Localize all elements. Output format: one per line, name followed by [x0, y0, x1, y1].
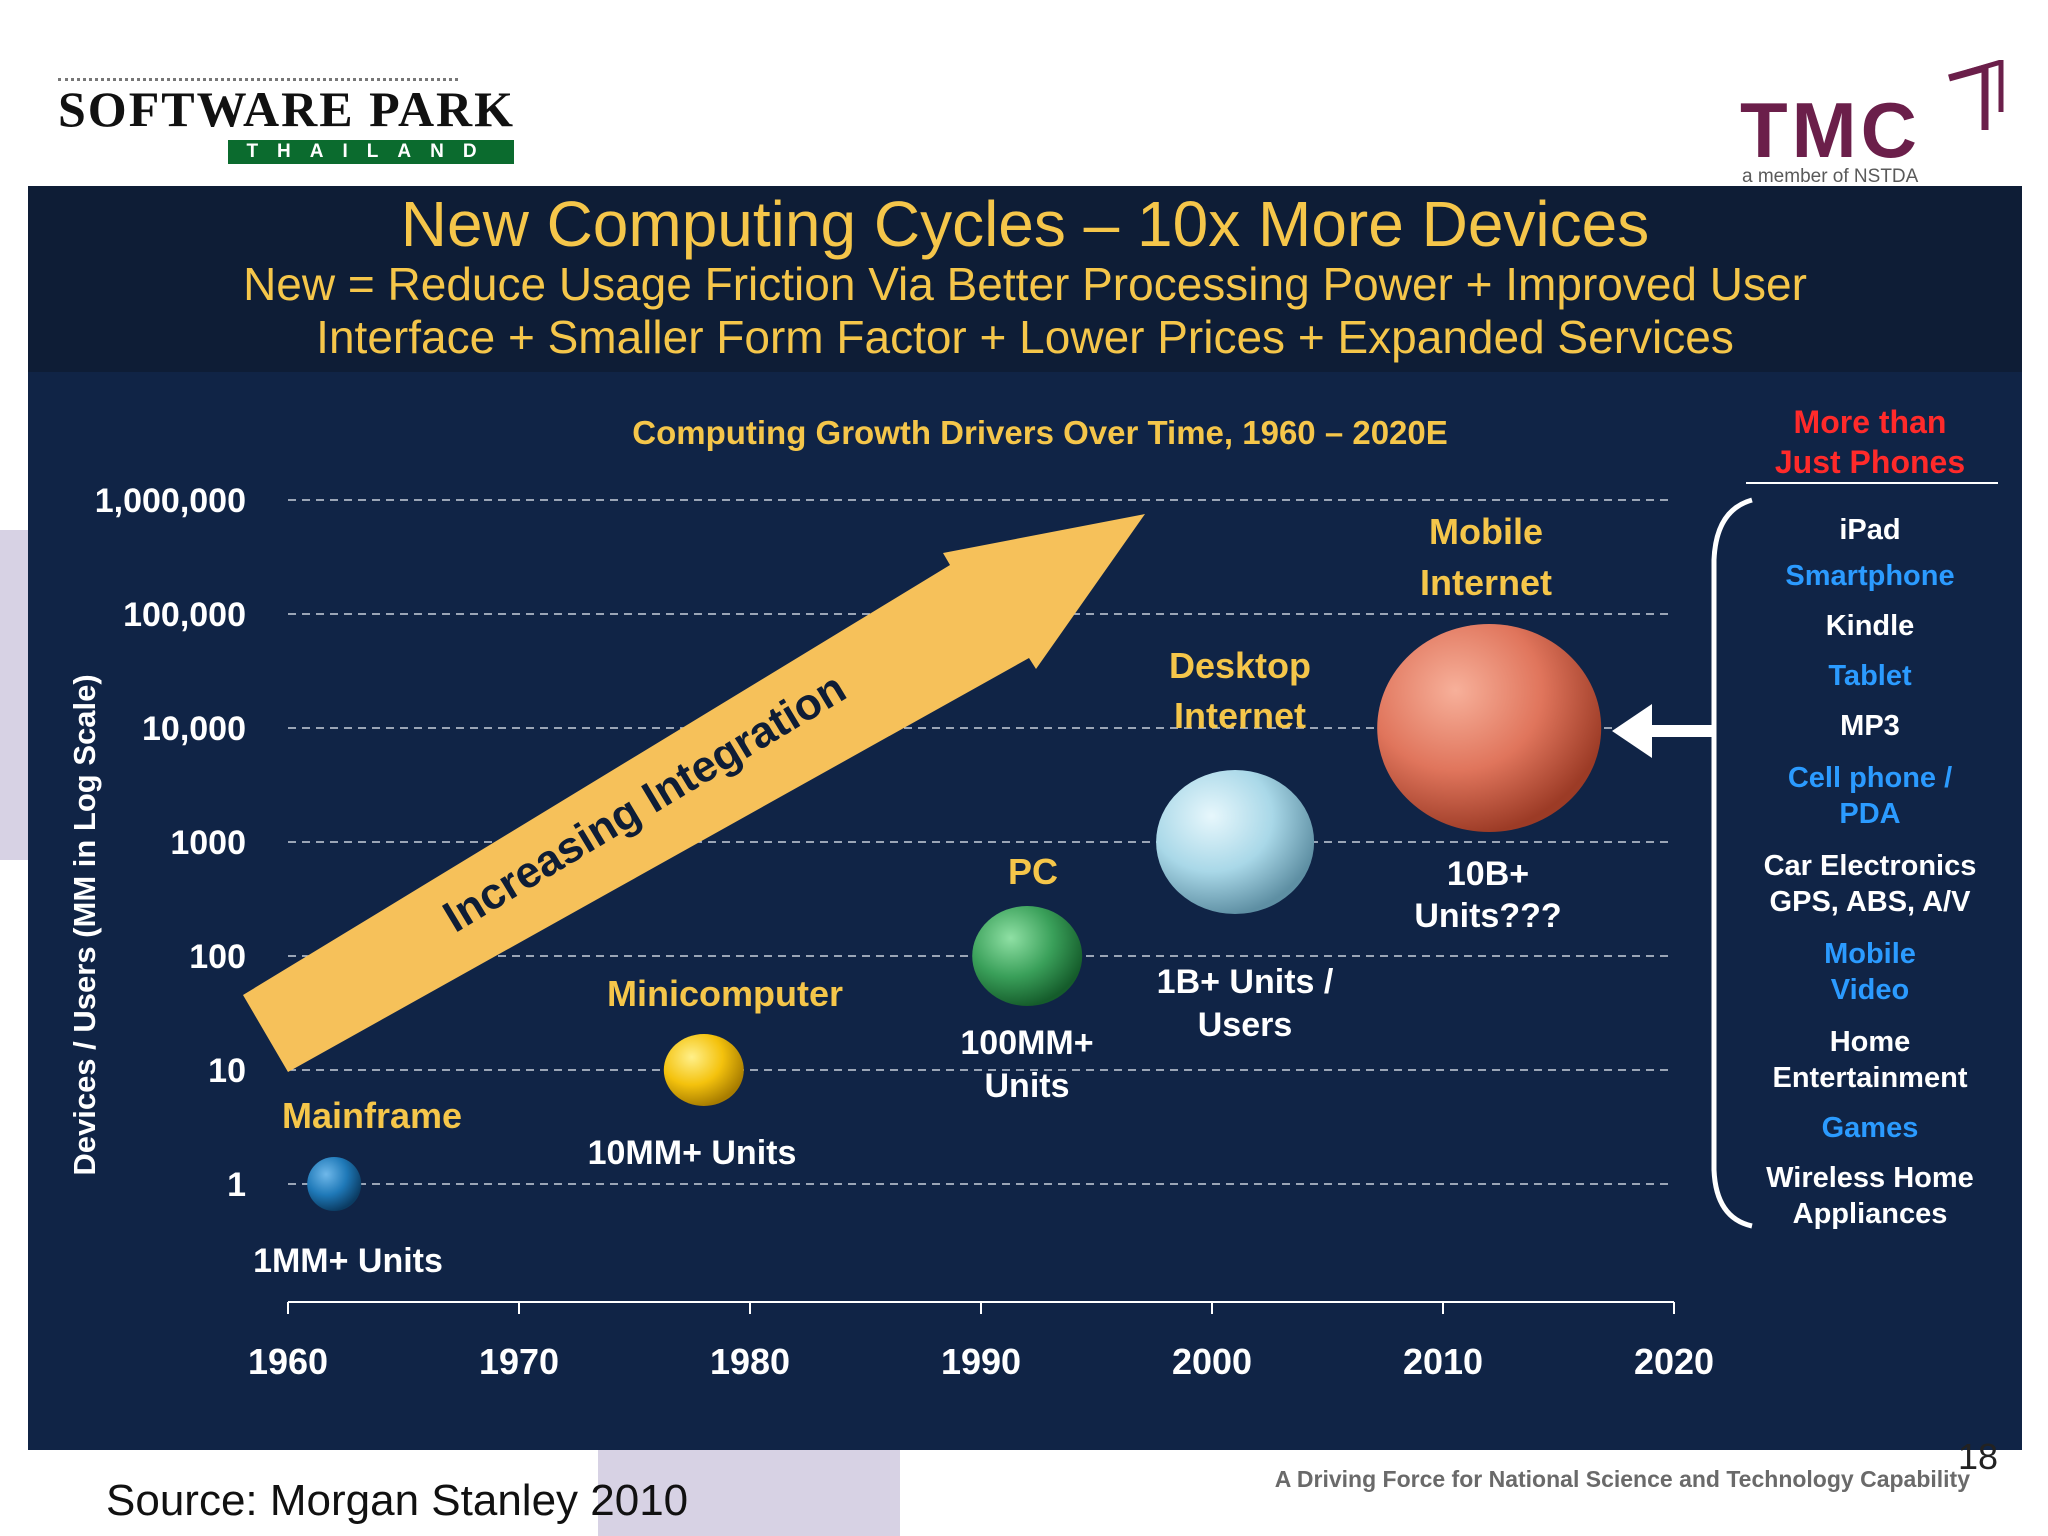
tmc-logo-mark-icon [1948, 60, 2004, 130]
sidebar-item: Cell phone / [1787, 762, 1953, 794]
x-tick-label: 1960 [248, 1341, 328, 1382]
sidebar-item: Video [1830, 974, 1910, 1006]
source-note: Source: Morgan Stanley 2010 [106, 1476, 689, 1525]
tmc-logo-sub: a member of NSTDA [1742, 166, 1919, 187]
bubble-desktop-internet [1156, 770, 1315, 914]
slide-subtitle-line-1: New = Reduce Usage Friction Via Better P… [243, 258, 1807, 310]
sidebar-item: Kindle [1825, 610, 1915, 642]
units-pc-2: Units [985, 1067, 1070, 1105]
y-tick-label: 1000 [170, 824, 246, 862]
page-number: 18 [1958, 1436, 1999, 1477]
sidebar-item: Games [1821, 1112, 1919, 1144]
sidebar-heading: More than Just Phones [1700, 402, 2040, 482]
y-axis-label: Devices / Users (MM in Log Scale) [67, 674, 102, 1175]
label-pc: PC [1008, 851, 1058, 892]
tmc-logo: TMC a member of NSTDA [1740, 60, 2010, 190]
sidebar-item: Smartphone [1785, 560, 1955, 592]
arrow-shape [243, 514, 1145, 1072]
software-park-logo: SOFTWARE PARK THAILAND [58, 78, 514, 166]
x-tick-label: 2020 [1634, 1341, 1714, 1382]
sidebar-heading-line-1: More than [1793, 404, 1947, 440]
sidebar-item: Home [1829, 1026, 1911, 1058]
units-minicomputer: 10MM+ Units [588, 1134, 797, 1172]
units-mobile-1: 10B+ [1447, 855, 1529, 893]
x-tick-label: 1990 [941, 1341, 1021, 1382]
sidebar-item: Mobile [1824, 938, 1916, 970]
label-mainframe: Mainframe [282, 1095, 462, 1136]
y-tick-label: 10,000 [142, 710, 246, 748]
bubble-mobile-internet [1377, 624, 1602, 832]
x-tick-label: 1980 [710, 1341, 790, 1382]
label-mobile-internet-1: Mobile [1429, 511, 1543, 552]
logo-dotted-line [58, 78, 458, 85]
sidebar-brace [1711, 497, 1753, 1229]
y-tick-label: 1,000,000 [95, 482, 246, 520]
x-axis: 1960 1970 1980 1990 2000 2010 2020 [248, 1301, 1714, 1382]
sidebar-item: Entertainment [1772, 1062, 1968, 1094]
arrow-label: Increasing Integration [435, 663, 854, 942]
sidebar-item: Wireless Home [1766, 1162, 1974, 1194]
bubble-minicomputer [663, 1034, 744, 1106]
sidebar-item: Car Electronics [1763, 850, 1977, 882]
decorative-shape-left [0, 530, 28, 860]
sidebar-item: PDA [1839, 798, 1901, 830]
units-desktop-1: 1B+ Units / [1157, 963, 1334, 1001]
sidebar-heading-line-2: Just Phones [1774, 444, 1966, 480]
sidebar-item: Appliances [1792, 1198, 1948, 1230]
tmc-logo-name: TMC [1740, 86, 1921, 174]
units-pc-1: 100MM+ [960, 1024, 1093, 1062]
label-mobile-internet-2: Internet [1420, 562, 1552, 603]
y-tick-labels: 1 10 100 1000 10,000 100,000 1,000,000 [95, 482, 246, 1204]
slide-title: New Computing Cycles – 10x More Devices [400, 188, 1650, 260]
slide-subtitle: New = Reduce Usage Friction Via Better P… [90, 258, 1960, 364]
y-tick-label: 100 [189, 938, 246, 976]
label-minicomputer: Minicomputer [607, 973, 843, 1014]
footer-tagline: A Driving Force for National Science and… [1274, 1466, 1970, 1492]
slide-subtitle-line-2: Interface + Smaller Form Factor + Lower … [316, 311, 1734, 363]
slide-panel [28, 186, 2022, 1450]
bubble-pc [972, 906, 1083, 1006]
decorative-shape-bottom [598, 1450, 900, 1536]
title-band [28, 186, 2022, 372]
y-tick-label: 100,000 [123, 596, 246, 634]
sidebar-item: MP3 [1840, 710, 1900, 742]
x-tick-label: 1970 [479, 1341, 559, 1382]
y-tick-label: 1 [227, 1166, 246, 1204]
x-tick-label: 2010 [1403, 1341, 1483, 1382]
y-tick-label: 10 [208, 1052, 246, 1090]
units-mobile-2: Units??? [1414, 897, 1561, 935]
x-tick-label: 2000 [1172, 1341, 1252, 1382]
software-park-logo-sub: THAILAND [228, 140, 514, 164]
bubble-mainframe [307, 1157, 362, 1211]
chart-title: Computing Growth Drivers Over Time, 1960… [632, 414, 1448, 451]
software-park-logo-name: SOFTWARE PARK [58, 81, 516, 137]
label-desktop-internet-2: Internet [1174, 695, 1306, 736]
sidebar-item: Tablet [1828, 660, 1912, 692]
units-desktop-2: Users [1198, 1006, 1293, 1044]
sidebar-item: iPad [1839, 514, 1901, 546]
sidebar-pointer-arrow-icon [1612, 704, 1652, 758]
sidebar-item: GPS, ABS, A/V [1769, 886, 1971, 918]
chart-bubbles [307, 624, 1602, 1211]
label-desktop-internet-1: Desktop [1169, 645, 1311, 686]
units-mainframe: 1MM+ Units [253, 1242, 443, 1280]
